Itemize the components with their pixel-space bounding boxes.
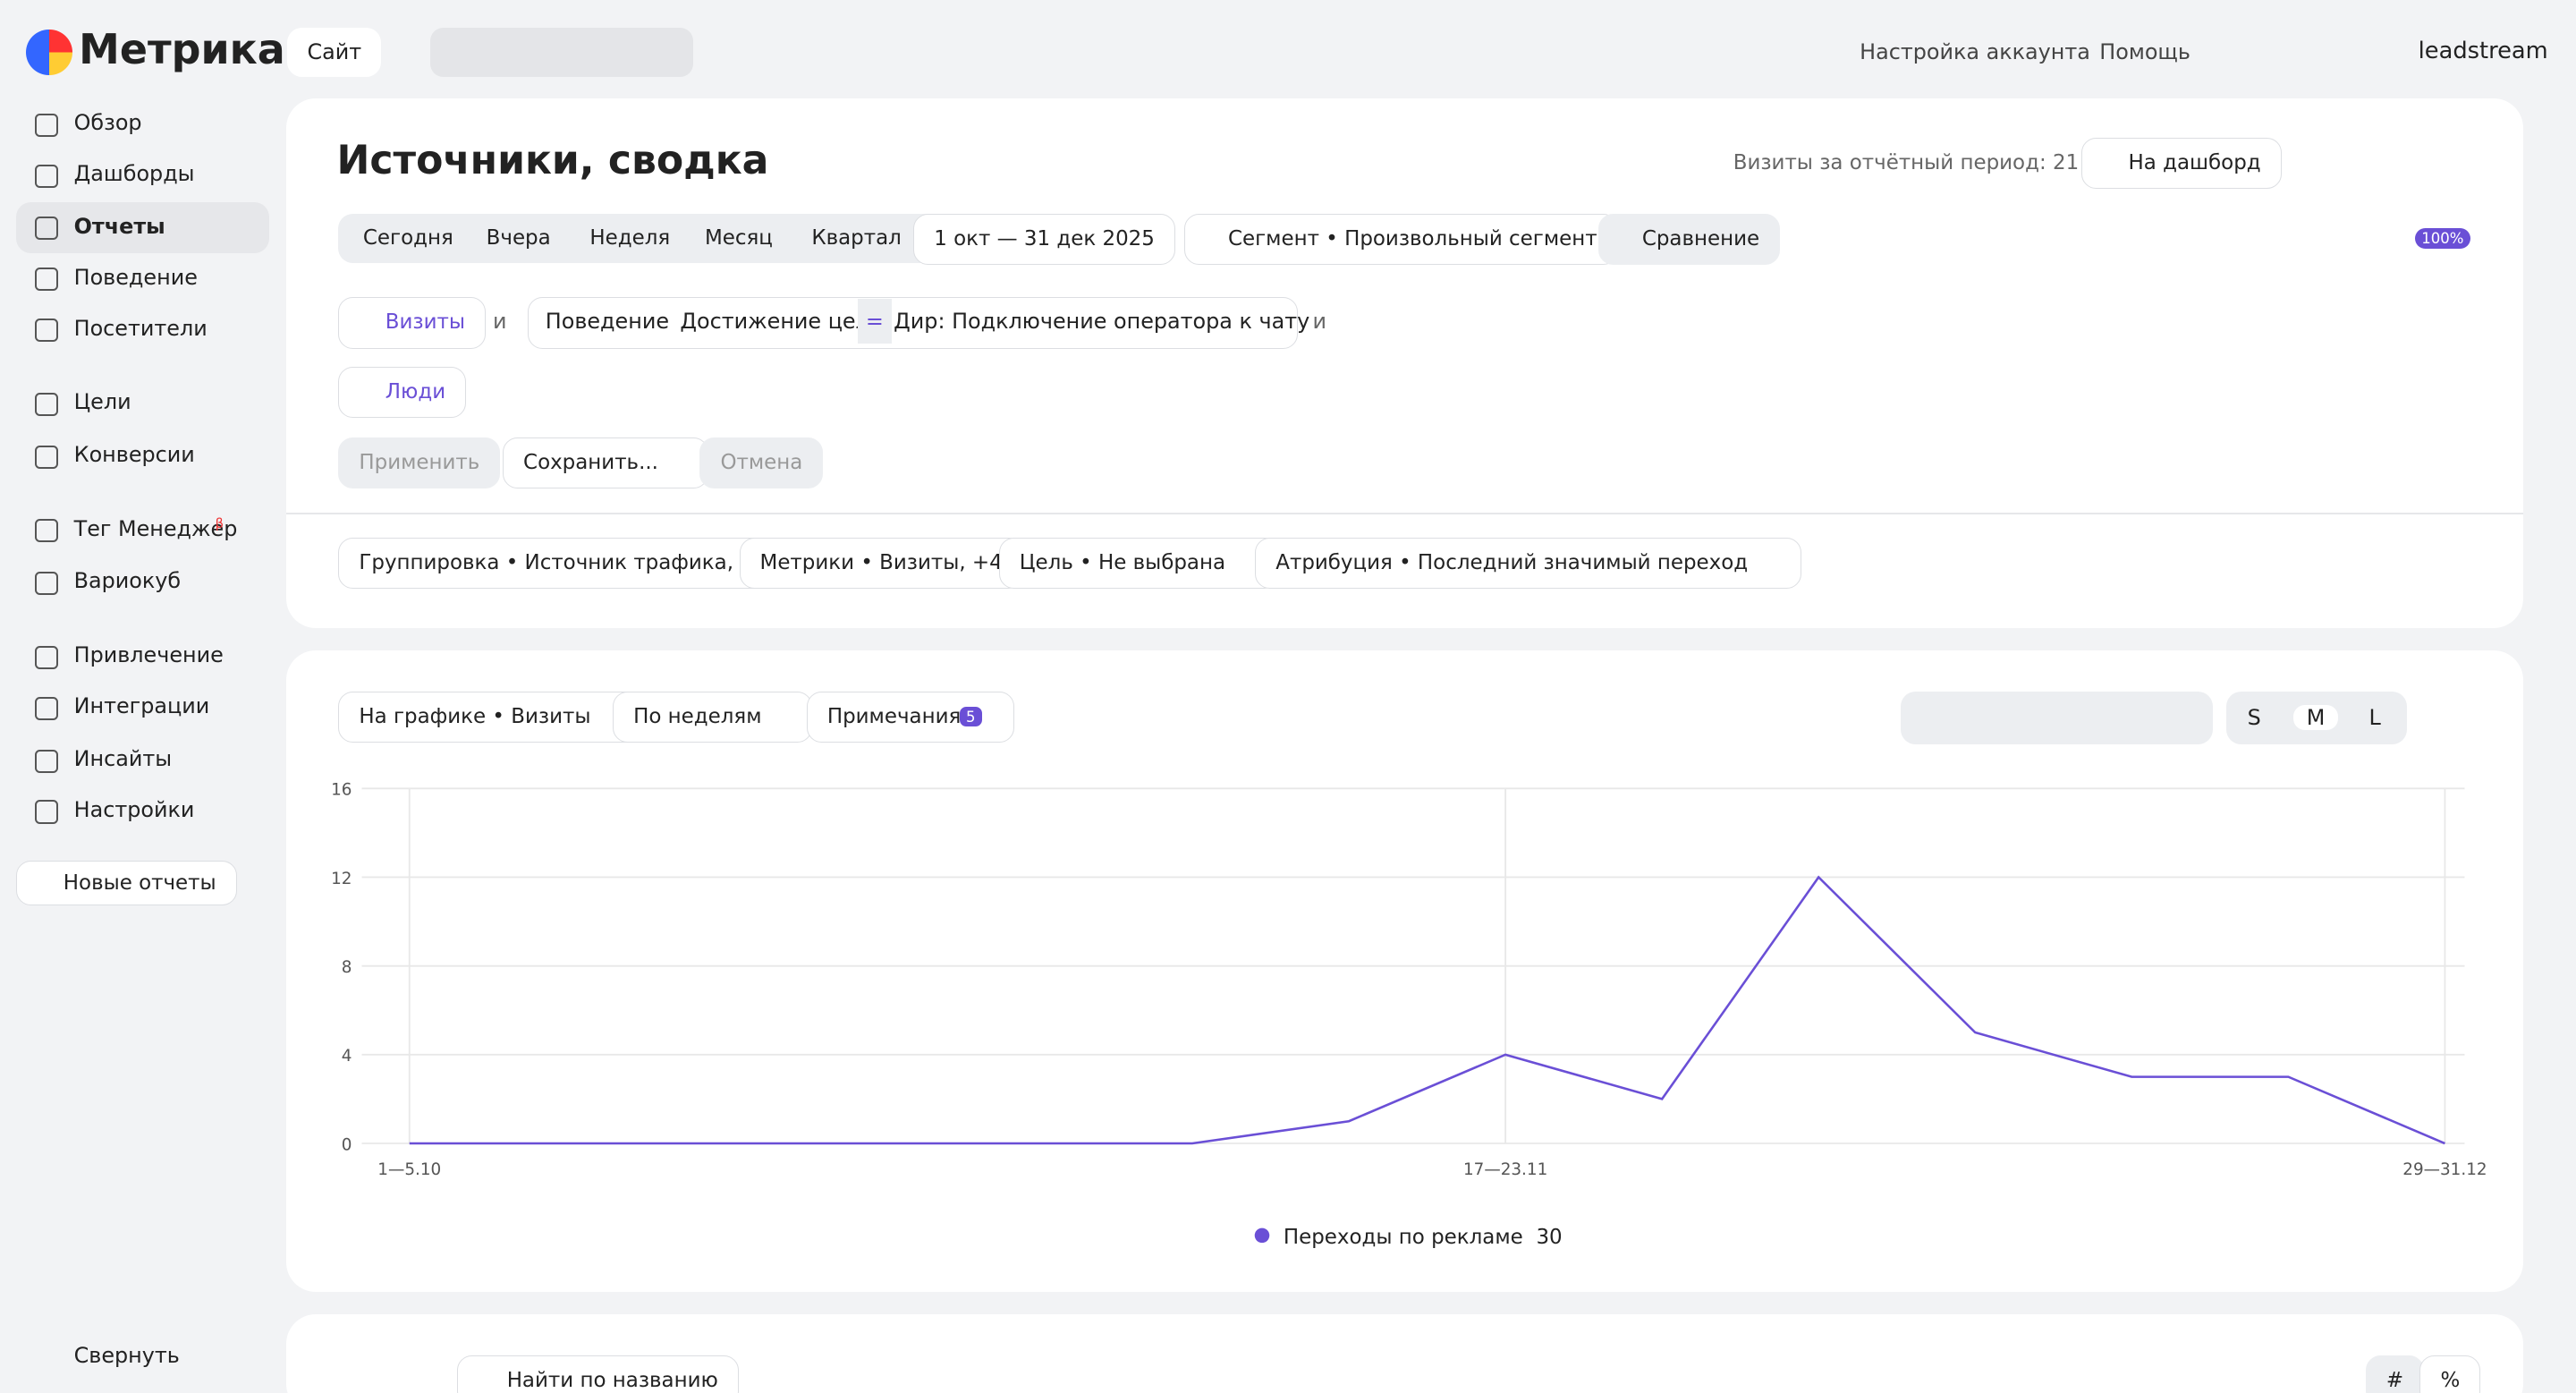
beta: β bbox=[215, 515, 224, 531]
save[interactable]: Сохранить... bbox=[503, 437, 709, 488]
y-tick-label: 16 bbox=[331, 781, 352, 800]
y-tick-label: 12 bbox=[331, 870, 352, 888]
and: и bbox=[493, 309, 507, 335]
nav-item[interactable]: Отчеты bbox=[73, 213, 165, 239]
period[interactable]: Месяц bbox=[704, 226, 773, 251]
cancel[interactable]: Отмена bbox=[699, 437, 824, 488]
compare[interactable]: Сравнение bbox=[1598, 213, 1781, 265]
by-weeks[interactable]: По неделям bbox=[613, 692, 812, 743]
nav-icon bbox=[34, 645, 58, 669]
visits-total: Визиты за отчётный период: 21 642 bbox=[1733, 150, 2125, 174]
nav-icon bbox=[34, 113, 58, 137]
legend-name: Переходы по рекламе bbox=[1283, 1226, 1522, 1249]
size[interactable]: S bbox=[2247, 704, 2261, 730]
nav-item[interactable]: Обзор bbox=[73, 110, 142, 136]
collapse[interactable]: Свернуть bbox=[73, 1342, 180, 1368]
zoom-badge: 100% bbox=[2414, 228, 2470, 249]
series-line bbox=[409, 875, 2445, 1145]
nav-icon bbox=[34, 800, 58, 824]
segment[interactable]: Сегмент • Произвольный сегмент bbox=[1184, 213, 1618, 265]
apply[interactable]: Применить bbox=[338, 437, 501, 488]
nav-item[interactable]: Дашборды bbox=[73, 160, 195, 186]
nav-icon bbox=[34, 519, 58, 543]
nav-item[interactable]: Интеграции bbox=[73, 693, 210, 719]
behavior: Поведение bbox=[545, 309, 670, 335]
visits-filter[interactable]: Визиты bbox=[338, 297, 487, 349]
period[interactable]: Вчера bbox=[486, 226, 551, 251]
divider bbox=[285, 513, 2524, 514]
nav-icon bbox=[34, 319, 58, 343]
nav-item[interactable]: Настройки bbox=[73, 796, 195, 822]
x-tick-label: 29—31.12 bbox=[2402, 1160, 2487, 1179]
y-tick-label: 8 bbox=[341, 958, 352, 977]
legend-dot bbox=[1254, 1227, 1269, 1244]
grouping[interactable]: Атрибуция • Последний значимый переход bbox=[1255, 537, 1801, 589]
account-link[interactable]: Настройка аккаунта bbox=[1860, 39, 2090, 65]
nav-item[interactable]: Инсайты bbox=[73, 745, 173, 771]
nav-item[interactable]: Тег Менеджер bbox=[73, 515, 238, 541]
nav-item[interactable]: Привлечение bbox=[73, 642, 224, 668]
site-blurred bbox=[430, 28, 694, 78]
and-2: и bbox=[1312, 309, 1327, 335]
help-link[interactable]: Помощь bbox=[2099, 39, 2190, 65]
report-title: Источники, сводка bbox=[336, 138, 769, 184]
chart-types[interactable] bbox=[1901, 692, 2214, 745]
grouping[interactable]: Группировка • Источник трафика, +2 bbox=[338, 537, 792, 589]
user[interactable]: leadstream bbox=[2418, 38, 2548, 65]
grouping[interactable]: Цель • Не выбрана bbox=[998, 537, 1279, 589]
nav-icon bbox=[34, 217, 58, 241]
grouping[interactable]: Метрики • Визиты, +4 bbox=[739, 537, 1023, 589]
nav-item[interactable]: Поведение bbox=[73, 264, 198, 290]
date-range[interactable]: 1 окт — 31 дек 2025 bbox=[913, 213, 1175, 265]
chart-card bbox=[285, 650, 2524, 1292]
x-tick-label: 1—5.10 bbox=[377, 1160, 441, 1179]
nav-active bbox=[16, 201, 270, 253]
site-select[interactable]: Сайт bbox=[287, 28, 382, 78]
y-tick-label: 0 bbox=[341, 1136, 352, 1155]
nav-icon bbox=[34, 445, 58, 469]
size[interactable]: M bbox=[2293, 704, 2338, 730]
nav-item[interactable]: Конверсии bbox=[73, 442, 195, 468]
logo: Метрика bbox=[79, 24, 285, 73]
goal-value: Дир: Подключение оператора к чату bbox=[894, 309, 1310, 335]
on-chart[interactable]: На графике • Визиты bbox=[338, 692, 641, 743]
period[interactable]: Квартал bbox=[811, 226, 902, 251]
new-reports[interactable]: Новые отчеты bbox=[16, 861, 237, 906]
notes-count: 5 bbox=[959, 706, 982, 727]
pct-toggle[interactable]: % bbox=[2419, 1355, 2481, 1393]
nav-icon bbox=[34, 164, 58, 188]
logo-icon bbox=[26, 30, 72, 76]
nav-icon bbox=[34, 572, 58, 596]
nav-item[interactable]: Посетители bbox=[73, 315, 208, 341]
nav-item[interactable]: Цели bbox=[73, 389, 131, 415]
nav-icon bbox=[34, 392, 58, 416]
y-tick-label: 4 bbox=[341, 1048, 352, 1066]
nav-icon bbox=[34, 268, 58, 292]
chart: 0 4 8 12 16 1—5.10 17—23.11 29—31.12 Переходы по… bbox=[331, 781, 2487, 1249]
goal-filter[interactable] bbox=[527, 297, 1299, 349]
nav-item[interactable]: Вариокуб bbox=[73, 568, 182, 594]
people-filter[interactable]: Люди bbox=[338, 366, 467, 418]
eq: = bbox=[857, 299, 893, 344]
x-tick-label: 17—23.11 bbox=[1463, 1160, 1547, 1179]
period[interactable]: Сегодня bbox=[362, 226, 453, 251]
legend-label: Переходы по рекламе 30 bbox=[1283, 1226, 1562, 1249]
search[interactable]: Найти по названию bbox=[456, 1355, 739, 1393]
goal: Достижение цели bbox=[680, 309, 884, 335]
dashboard-btn[interactable]: На дашборд bbox=[2081, 138, 2282, 190]
nav-icon bbox=[34, 696, 58, 720]
nav-icon bbox=[34, 749, 58, 773]
legend-total: 30 bbox=[1536, 1226, 1562, 1249]
abs-toggle[interactable]: # bbox=[2365, 1355, 2425, 1393]
period[interactable]: Неделя bbox=[589, 226, 671, 251]
size[interactable]: L bbox=[2368, 704, 2381, 730]
